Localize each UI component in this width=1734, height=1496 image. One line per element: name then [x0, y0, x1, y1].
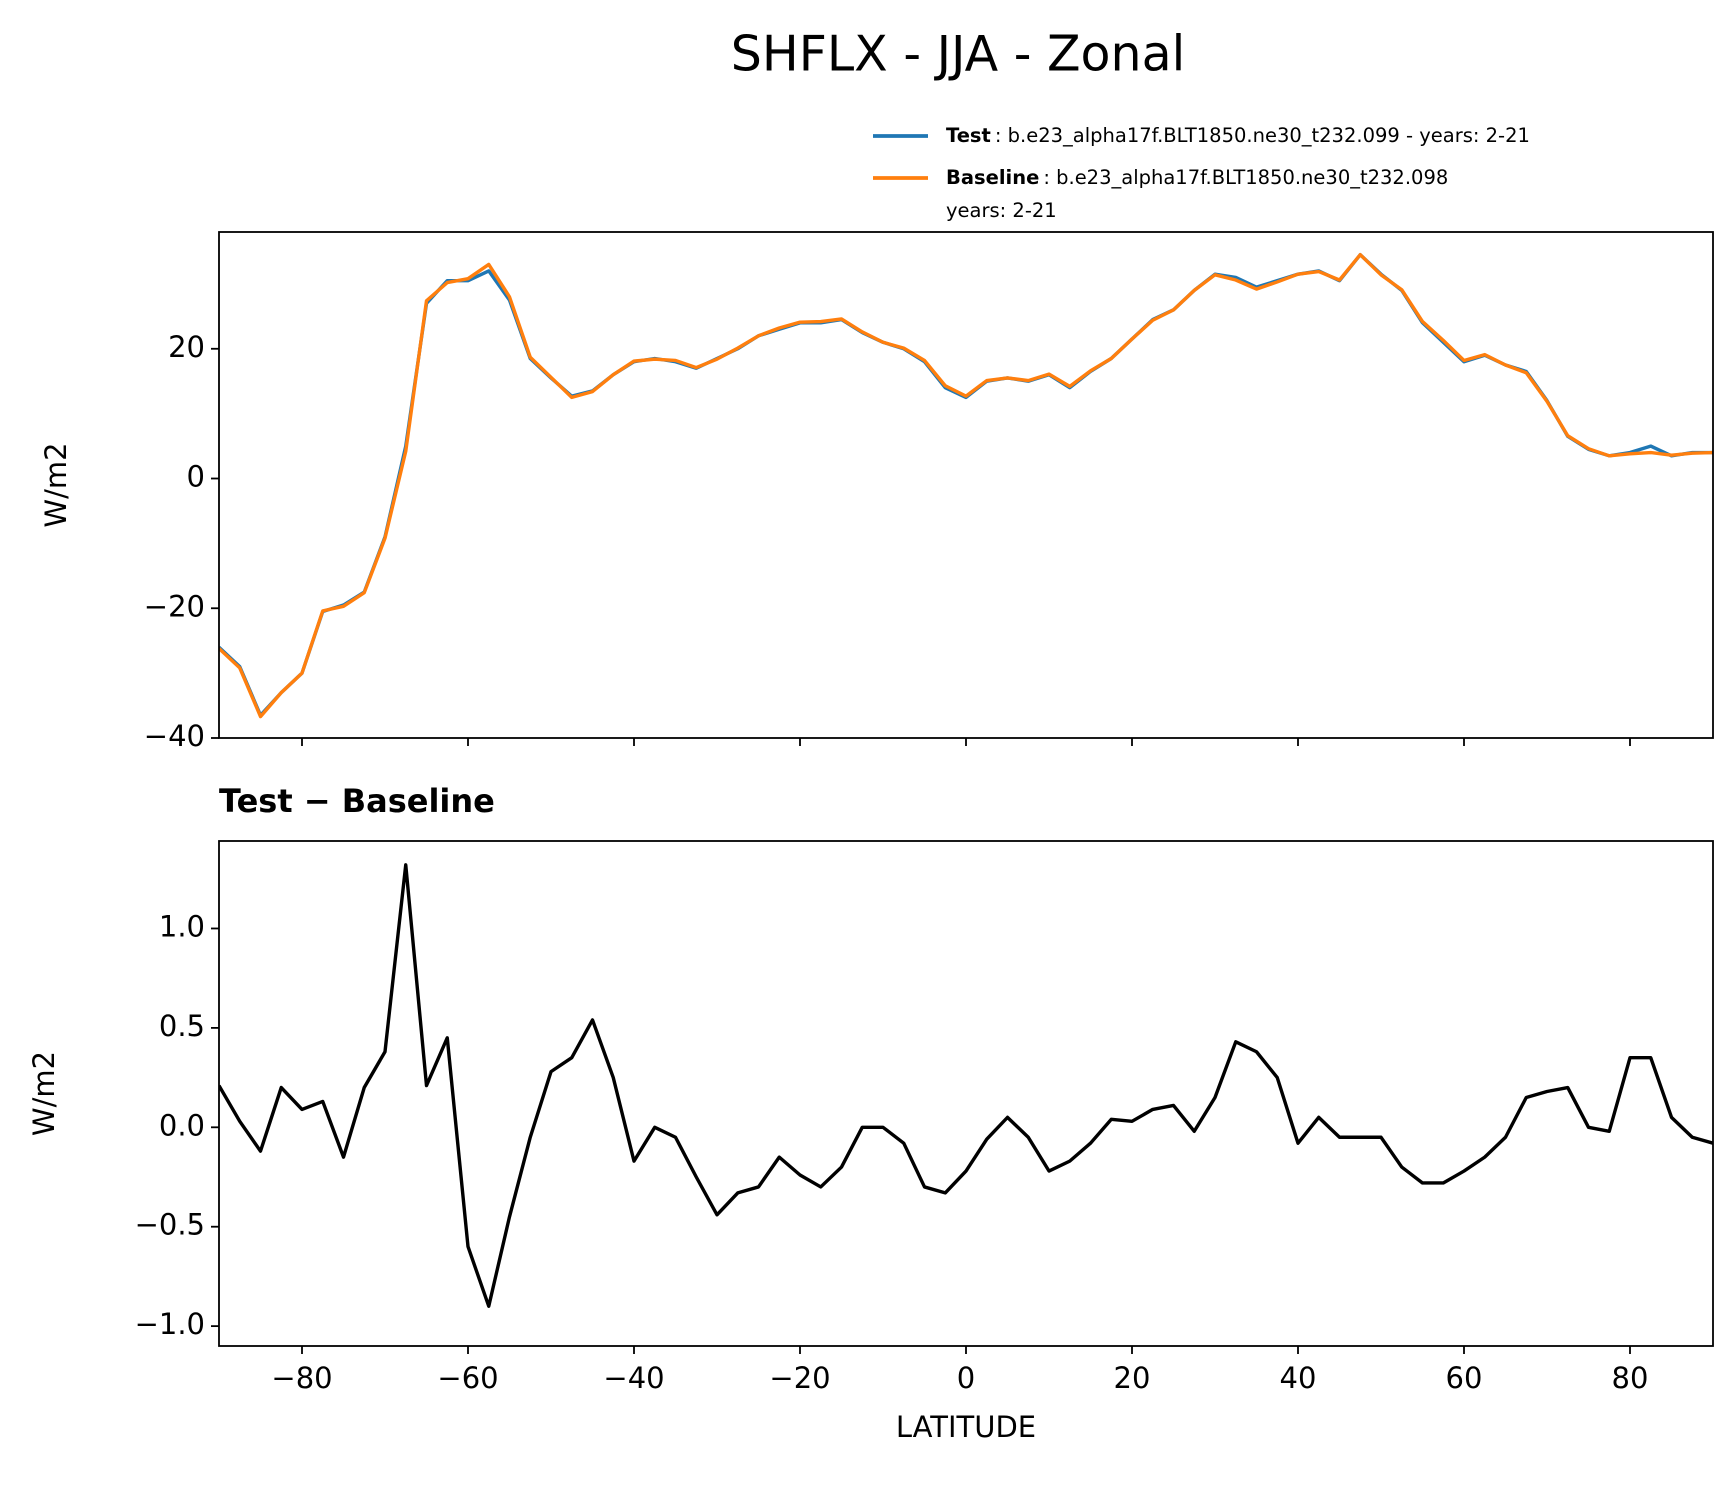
y-tick-label: −40 — [144, 719, 205, 753]
legend-label: years: 2-21 — [946, 199, 1057, 222]
y-axis-label: W/m2 — [39, 442, 73, 527]
x-tick-label: 40 — [1280, 1361, 1317, 1395]
axes-frame — [218, 231, 1714, 739]
x-axis-label: LATITUDE — [896, 1410, 1036, 1444]
x-tick-label: 60 — [1446, 1361, 1483, 1395]
subplot-title: Test − Baseline — [219, 782, 495, 820]
legend-description: : b.e23_alpha17f.BLT1850.ne30_t232.099 -… — [995, 124, 1530, 147]
legend-description: : b.e23_alpha17f.BLT1850.ne30_t232.098 — [1043, 166, 1448, 189]
x-tick-label: −80 — [271, 1361, 332, 1395]
y-tick-label: 1.0 — [159, 909, 205, 943]
x-tick-label: −60 — [437, 1361, 498, 1395]
axes-frame — [218, 840, 1714, 1347]
x-tick-label: −40 — [603, 1361, 664, 1395]
y-tick-label: 0.0 — [159, 1108, 205, 1142]
y-tick-label: 0.5 — [159, 1009, 205, 1043]
data-line — [219, 253, 1713, 719]
y-tick-label: −0.5 — [135, 1208, 205, 1242]
y-tick-label: −1.0 — [135, 1307, 205, 1341]
y-axis-label: W/m2 — [27, 1051, 61, 1136]
legend-name: Baseline — [946, 166, 1039, 189]
legend-description: years: 2-21 — [946, 199, 1057, 222]
chart-title: SHFLX - JJA - Zonal — [731, 26, 1185, 83]
y-tick-label: 20 — [168, 330, 205, 364]
legend-label: Test: b.e23_alpha17f.BLT1850.ne30_t232.0… — [946, 124, 1530, 147]
x-tick-label: −20 — [769, 1361, 830, 1395]
y-tick-label: 0 — [187, 460, 205, 494]
x-tick-label: 0 — [957, 1361, 975, 1395]
y-tick-label: −20 — [144, 589, 205, 623]
data-line — [219, 253, 1713, 717]
x-tick-label: 80 — [1612, 1361, 1649, 1395]
x-tick-label: 20 — [1114, 1361, 1151, 1395]
legend-name: Test — [946, 124, 991, 147]
data-line — [219, 863, 1713, 1308]
legend-label: Baseline: b.e23_alpha17f.BLT1850.ne30_t2… — [946, 166, 1448, 189]
